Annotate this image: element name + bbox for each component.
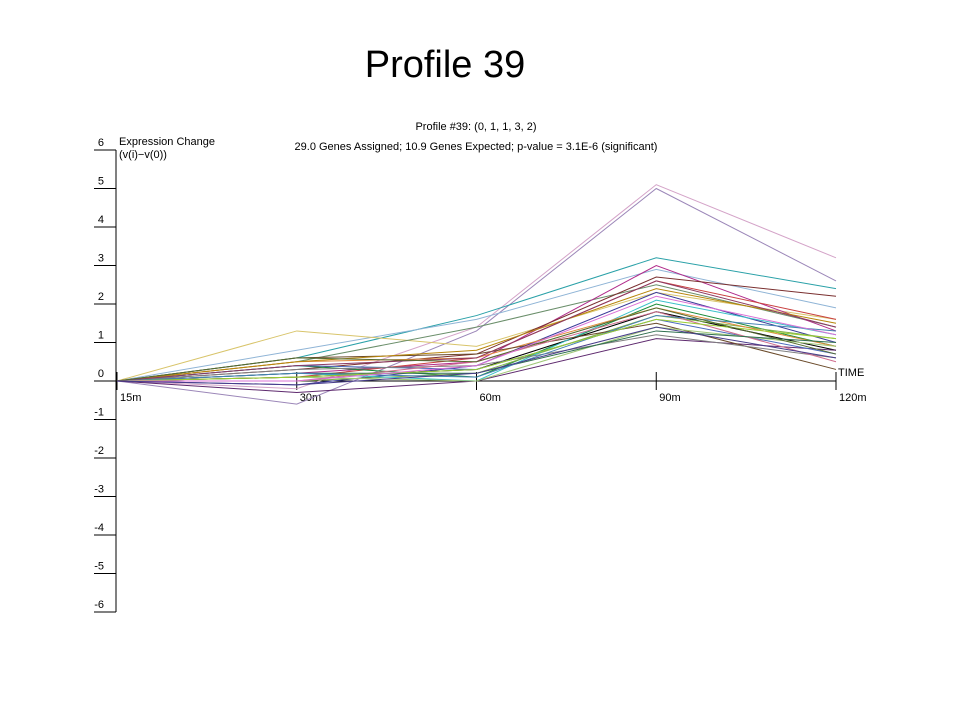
x-axis-label: TIME	[838, 367, 864, 379]
y-tick-label: -2	[94, 445, 104, 457]
series-line-24	[116, 280, 837, 382]
y-axis-label-line1: Expression Change	[119, 136, 215, 148]
y-tick-label: -3	[94, 484, 104, 496]
series-line-25	[116, 315, 837, 382]
series-line-28	[117, 295, 837, 382]
y-tick-label: 1	[98, 330, 104, 342]
y-tick-label: 6	[98, 137, 104, 149]
y-axis: 6 5 4 3 2 1 0 -1 -2 -3 -4 -5 -6	[94, 137, 117, 613]
series-line-29	[116, 326, 837, 386]
x-tick-label: 15m	[120, 392, 141, 404]
x-tick-label: 90m	[659, 392, 680, 404]
y-axis-label-line2: (v(i)−v(0))	[119, 149, 167, 161]
y-tick-label: 0	[98, 368, 104, 380]
series-line-27	[116, 307, 837, 382]
series-line-10	[116, 291, 837, 386]
y-tick-label: -6	[94, 599, 104, 611]
y-tick-label: -4	[94, 522, 104, 534]
y-tick-label: 3	[98, 253, 104, 265]
y-tick-label: 5	[98, 176, 104, 188]
chart-title: Profile #39: (0, 1, 1, 3, 2)	[415, 121, 536, 133]
series-layer	[116, 184, 837, 405]
series-line-26	[116, 318, 837, 382]
slide-title: Profile 39	[364, 44, 526, 86]
chart-subtitle: 29.0 Genes Assigned; 10.9 Genes Expected…	[295, 141, 658, 153]
series-line-5	[116, 291, 837, 382]
series-line-2	[116, 187, 837, 405]
x-tick-label: 120m	[839, 392, 867, 404]
y-tick-label: 2	[98, 291, 104, 303]
series-line-4	[116, 268, 837, 382]
y-tick-label: 4	[98, 214, 104, 226]
series-line-13	[117, 315, 837, 382]
series-line-23	[116, 288, 837, 382]
y-tick-label: -1	[94, 407, 104, 419]
x-tick-label: 60m	[480, 392, 501, 404]
y-tick-label: -5	[94, 561, 104, 573]
